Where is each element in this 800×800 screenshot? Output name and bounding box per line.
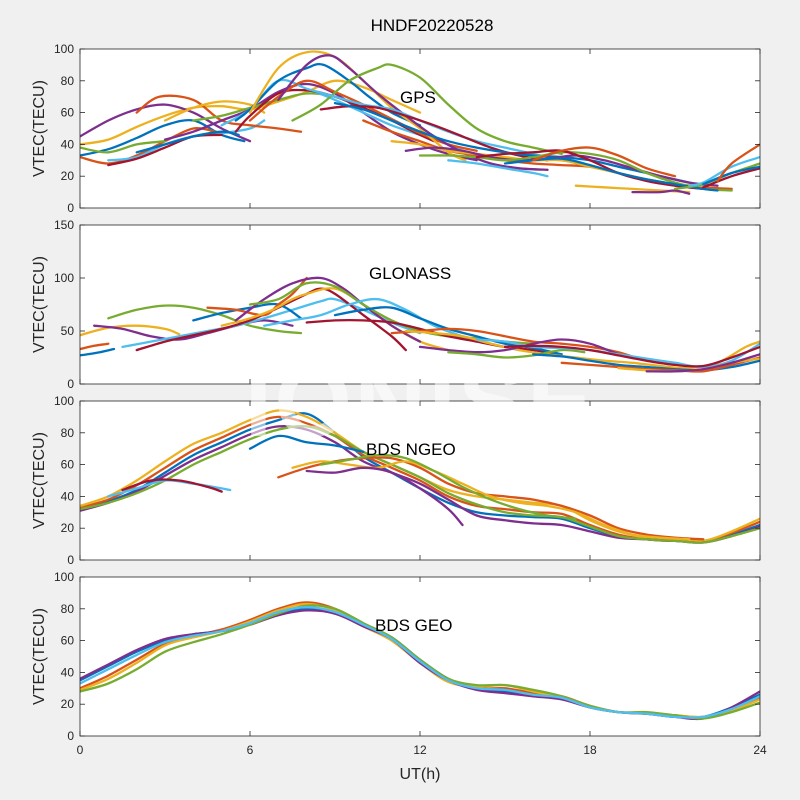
panel-annotation: GLONASS	[369, 264, 451, 283]
series-line	[631, 189, 691, 195]
series-line	[80, 324, 181, 337]
y-tick-label: 100	[54, 394, 74, 408]
series-line	[121, 297, 422, 349]
x-axis-label: UT(h)	[400, 766, 441, 783]
y-tick-label: 60	[61, 458, 75, 472]
y-tick-label: 150	[54, 218, 74, 232]
y-tick-label: 0	[67, 729, 74, 743]
series-line	[418, 151, 733, 192]
y-tick-label: 80	[61, 602, 75, 616]
series-group	[80, 601, 760, 721]
series-line	[532, 353, 760, 372]
series-line	[716, 143, 760, 183]
y-tick-label: 40	[61, 665, 75, 679]
series-line	[121, 478, 223, 493]
series-line	[688, 155, 760, 187]
panel-3: 0 20 40 60 80 100 0 6 12 18 24 VTEC(TECU) BDS GEO	[31, 570, 767, 757]
panel-annotation: BDS NGEO	[366, 440, 456, 459]
x-tick-label: 18	[583, 743, 597, 757]
y-tick-label: 60	[61, 106, 75, 120]
series-line	[135, 130, 240, 154]
series-line	[702, 165, 760, 186]
series-line	[319, 453, 577, 520]
series-line	[248, 434, 365, 454]
y-tick-label: 50	[61, 324, 75, 338]
x-tick-label: 6	[247, 743, 254, 757]
y-tick-label: 100	[54, 271, 74, 285]
x-tick-label: 0	[77, 743, 84, 757]
y-axis-label: VTEC(TECU)	[31, 608, 48, 705]
x-tick-label: 12	[413, 743, 427, 757]
y-axis-label: VTEC(TECU)	[31, 80, 48, 177]
x-tick-label: 24	[753, 743, 767, 757]
series-line	[702, 167, 760, 189]
series-line	[80, 347, 116, 357]
y-tick-label: 100	[54, 570, 74, 584]
y-tick-label: 0	[67, 201, 74, 215]
y-tick-label: 40	[61, 489, 75, 503]
series-group	[80, 276, 760, 373]
y-tick-label: 0	[67, 553, 74, 567]
y-tick-label: 80	[61, 74, 75, 88]
y-tick-label: 60	[61, 634, 75, 648]
panel-annotation: BDS GEO	[375, 616, 452, 635]
series-line	[135, 287, 407, 352]
y-tick-label: 20	[61, 521, 75, 535]
series-line	[447, 159, 549, 178]
series-line	[645, 353, 760, 373]
series-line	[80, 606, 760, 719]
series-line	[560, 356, 760, 373]
chart-title: HNDF20220528	[371, 16, 494, 35]
series-group	[80, 50, 760, 195]
y-tick-label: 0	[67, 377, 74, 391]
series-group	[80, 409, 760, 544]
series-line	[80, 103, 252, 143]
series-line	[192, 302, 303, 322]
series-line	[80, 425, 760, 544]
series-line	[305, 466, 464, 527]
series-line	[80, 342, 110, 351]
y-tick-label: 20	[61, 697, 75, 711]
series-line	[93, 319, 294, 341]
y-tick-label: 40	[61, 137, 75, 151]
y-axis-label: VTEC(TECU)	[31, 256, 48, 353]
plot-area	[80, 577, 760, 736]
panel-1: 0 50 100 150 VTEC(TECU) GLONASS	[31, 218, 761, 391]
series-line	[532, 146, 677, 178]
series-line	[404, 146, 719, 187]
series-line	[503, 344, 760, 368]
y-tick-label: 100	[54, 42, 74, 56]
y-axis-label: VTEC(TECU)	[31, 432, 48, 529]
series-line	[475, 149, 705, 191]
watermark: IONISE	[245, 346, 596, 458]
series-line	[291, 460, 691, 541]
series-line	[107, 304, 303, 335]
series-line	[503, 157, 719, 192]
series-line	[80, 604, 760, 720]
y-tick-label: 80	[61, 426, 75, 440]
series-line	[447, 348, 586, 359]
panel-0: 0 20 40 60 80 100 VTEC(TECU) GPS	[31, 42, 761, 215]
panel-annotation: GPS	[400, 88, 436, 107]
panel-2: 0 20 40 60 80 100 VTEC(TECU) BDS NGEO	[31, 394, 761, 567]
y-tick-label: 20	[61, 169, 75, 183]
series-line	[291, 63, 563, 156]
series-line	[234, 276, 422, 343]
series-line	[80, 140, 167, 154]
